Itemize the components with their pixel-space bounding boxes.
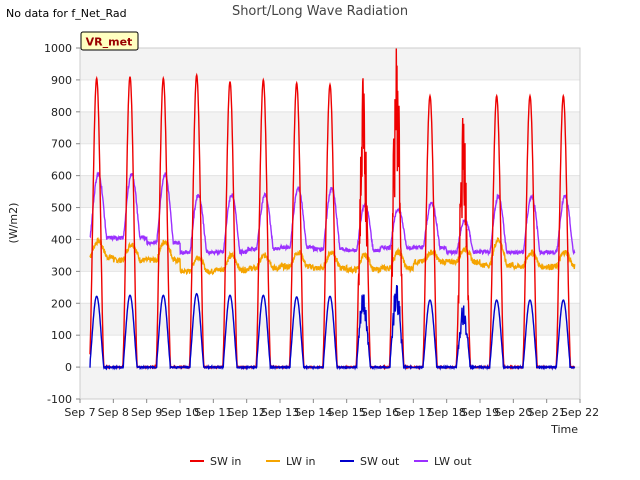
y-axis-label: (W/m2) [7, 203, 20, 244]
y-tick-label: 800 [51, 106, 72, 119]
y-tick-label: 700 [51, 138, 72, 151]
site-badge-box [80, 31, 139, 51]
x-tick-label: Sep 15 [328, 406, 366, 419]
x-tick-label: Sep 18 [428, 406, 466, 419]
y-tick-label: 0 [65, 361, 72, 374]
y-tick-label: 300 [51, 265, 72, 278]
x-tick-label: Sep 13 [261, 406, 299, 419]
x-tick-label: Sep 9 [131, 406, 162, 419]
y-tick-label: 900 [51, 74, 72, 87]
x-tick-label: Sep 22 [561, 406, 599, 419]
legend-label: LW out [434, 455, 472, 468]
x-tick-label: Sep 10 [161, 406, 199, 419]
plot-frame [80, 48, 580, 399]
legend-label: SW out [360, 455, 400, 468]
legend-label: LW in [286, 455, 316, 468]
plot-border [79, 47, 581, 400]
x-tick-label: Sep 11 [194, 406, 232, 419]
x-tick-label: Sep 16 [361, 406, 399, 419]
y-tick-label: 200 [51, 297, 72, 310]
x-tick-label: Sep 20 [494, 406, 532, 419]
x-tick-label: Sep 21 [528, 406, 566, 419]
chart-title: Short/Long Wave Radiation [231, 4, 409, 19]
x-tick-label: Sep 7 [64, 406, 95, 419]
x-tick-label: Sep 8 [98, 406, 129, 419]
y-tick-label: 600 [51, 170, 72, 183]
series-line-sw-out [89, 284, 576, 371]
site-badge-label: VR_met [86, 36, 133, 49]
x-tick-label: Sep 12 [228, 406, 266, 419]
series-line-lw-in [89, 236, 576, 276]
x-axis-label: Time [550, 423, 578, 436]
grid-band [80, 48, 580, 80]
grid-band [80, 367, 580, 399]
y-tick-label: 500 [51, 202, 72, 215]
y-tick-label: -100 [47, 393, 72, 406]
x-tick-label: Sep 14 [294, 406, 332, 419]
x-tick-label: Sep 19 [461, 406, 499, 419]
no-data-note: No data for f_Net_Rad [6, 7, 127, 20]
series-line-lw-out [89, 171, 576, 257]
y-tick-label: 100 [51, 329, 72, 342]
legend-label: SW in [210, 455, 241, 468]
grid-band [80, 111, 580, 144]
y-tick-label: 1000 [44, 42, 72, 55]
y-tick-label: 400 [51, 233, 72, 246]
grid-band [80, 303, 580, 336]
x-tick-label: Sep 17 [394, 406, 432, 419]
